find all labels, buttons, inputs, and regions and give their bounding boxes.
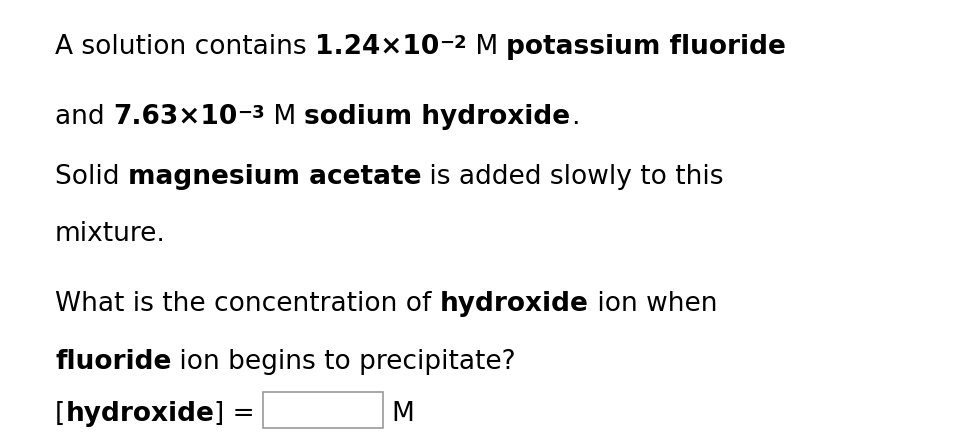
Text: fluoride: fluoride — [55, 348, 172, 374]
Text: hydroxide: hydroxide — [440, 290, 589, 316]
Text: ] =: ] = — [214, 400, 264, 426]
Text: A solution contains: A solution contains — [55, 34, 315, 60]
Text: −3: −3 — [237, 104, 264, 122]
Text: ion begins to precipitate?: ion begins to precipitate? — [172, 348, 516, 374]
Text: −2: −2 — [439, 34, 467, 52]
Text: magnesium acetate: magnesium acetate — [128, 164, 422, 190]
Text: ion when: ion when — [589, 290, 717, 316]
Text: Solid: Solid — [55, 164, 128, 190]
Text: and: and — [55, 104, 113, 130]
Text: sodium hydroxide: sodium hydroxide — [305, 104, 571, 130]
Text: 1.24×10: 1.24×10 — [315, 34, 439, 60]
Text: mixture.: mixture. — [55, 220, 166, 247]
Text: potassium fluoride: potassium fluoride — [507, 34, 787, 60]
Text: .: . — [571, 104, 579, 130]
FancyBboxPatch shape — [264, 392, 384, 428]
Text: What is the concentration of: What is the concentration of — [55, 290, 440, 316]
Text: [: [ — [55, 400, 65, 426]
Text: M: M — [467, 34, 507, 60]
Text: M: M — [391, 400, 414, 426]
Text: hydroxide: hydroxide — [65, 400, 214, 426]
Text: is added slowly to this: is added slowly to this — [422, 164, 724, 190]
Text: 7.63×10: 7.63×10 — [113, 104, 237, 130]
Text: M: M — [264, 104, 305, 130]
